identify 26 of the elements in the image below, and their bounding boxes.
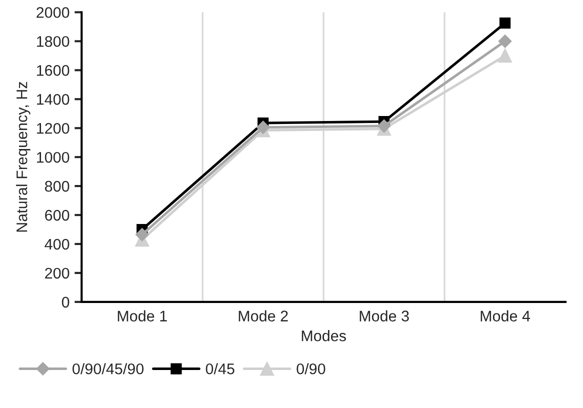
x-axis-title: Modes [302, 330, 346, 342]
y-axis-title: Natural Frequency, Hz [16, 82, 30, 232]
point [377, 119, 391, 133]
point [498, 48, 512, 63]
y-tick-label: 600 [45, 210, 70, 221]
y-tick-label: 1000 [36, 152, 70, 163]
y-tick-label: 1400 [36, 94, 70, 105]
y-tick-label: 1800 [36, 36, 70, 47]
point [256, 120, 270, 134]
legend-label: 0/90/45/90 [72, 363, 144, 374]
x-tick-label: Mode 2 [238, 310, 288, 322]
y-tick-label: 800 [44, 180, 70, 192]
y-tick-label: 1600 [36, 65, 70, 76]
point [498, 34, 512, 48]
point [136, 228, 149, 242]
y-tick-label: 2000 [36, 7, 70, 18]
y-tick-label: 0 [62, 296, 70, 308]
y-tick-label: 400 [44, 238, 70, 250]
legend-label: 0/45 [206, 363, 234, 374]
point [499, 18, 511, 29]
y-tick-label: 1200 [36, 122, 70, 134]
x-tick-label: Mode 1 [118, 310, 167, 322]
legend-label: 0/90 [296, 363, 326, 374]
y-tick-label: 200 [45, 268, 70, 279]
x-tick-label: Mode 4 [480, 310, 530, 322]
x-tick-label: Mode 3 [360, 310, 409, 322]
